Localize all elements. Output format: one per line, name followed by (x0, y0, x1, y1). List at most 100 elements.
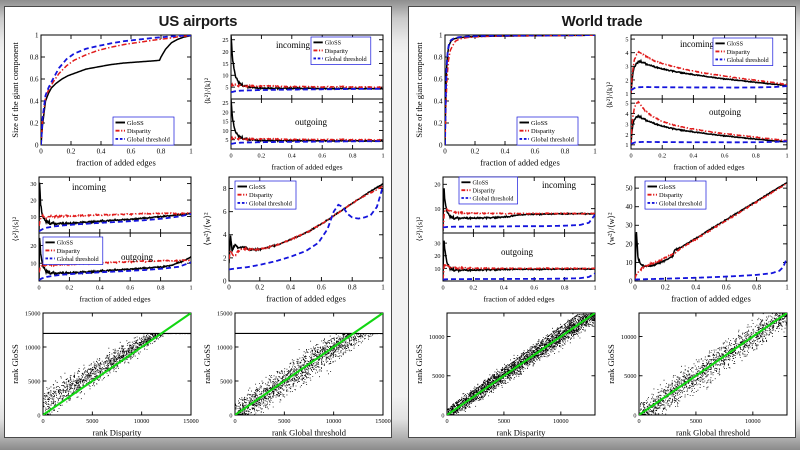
svg-text:10000: 10000 (429, 334, 444, 341)
svg-text:20: 20 (434, 182, 440, 189)
svg-text:40: 40 (626, 203, 634, 211)
svg-text:Disparity: Disparity (659, 192, 684, 199)
svg-text:1: 1 (785, 284, 789, 292)
chart-us-giant-component: 0 0.2 0.4 0.6 0.8 1 0 0.2 0.4 0.6 0.8 1 fraction of … (9, 29, 197, 167)
panel-title-us: US airports (158, 13, 238, 30)
svg-text:0.8: 0.8 (348, 284, 357, 292)
svg-text:rank Disparity: rank Disparity (93, 428, 143, 438)
svg-text:0: 0 (629, 277, 633, 285)
svg-text:10000: 10000 (621, 334, 636, 341)
svg-text:0.6: 0.6 (530, 285, 538, 292)
svg-text:4: 4 (223, 231, 227, 239)
panel-title-wt: World trade (561, 13, 643, 30)
svg-text:5: 5 (225, 137, 228, 144)
svg-text:15000: 15000 (25, 310, 40, 317)
svg-text:0.2: 0.2 (255, 284, 264, 292)
svg-text:0: 0 (41, 418, 44, 425)
svg-text:0.8: 0.8 (30, 53, 39, 61)
svg-text:outgoing: outgoing (295, 117, 328, 127)
svg-text:10: 10 (30, 261, 36, 268)
svg-text:20: 20 (30, 197, 36, 204)
svg-text:20: 20 (30, 243, 36, 250)
svg-text:1: 1 (593, 148, 597, 156)
svg-text:10: 10 (434, 206, 440, 213)
svg-text:fraction of added edges: fraction of added edges (76, 158, 156, 168)
svg-text:GloSS: GloSS (127, 120, 144, 127)
svg-text:GloSS: GloSS (727, 41, 744, 48)
svg-text:30: 30 (434, 241, 440, 248)
svg-text:rank GloSS: rank GloSS (414, 344, 424, 384)
svg-text:fraction of added edges: fraction of added edges (673, 163, 744, 172)
svg-text:4: 4 (625, 50, 628, 57)
svg-text:⟨w²⟩/⟨w⟩²: ⟨w²⟩/⟨w⟩² (606, 212, 616, 245)
svg-text:Disparity: Disparity (727, 49, 751, 56)
svg-text:0.8: 0.8 (561, 285, 569, 292)
svg-text:GloSS: GloSS (57, 240, 74, 247)
svg-text:Disparity: Disparity (472, 188, 496, 194)
svg-text:1: 1 (381, 153, 384, 160)
svg-text:5: 5 (625, 36, 628, 43)
svg-text:Size of the giant component: Size of the giant component (10, 42, 20, 138)
svg-text:fraction of added edges: fraction of added edges (266, 294, 346, 304)
svg-text:0.6: 0.6 (126, 285, 134, 292)
svg-text:0.6: 0.6 (722, 284, 731, 292)
svg-text:rank Global threshold: rank Global threshold (272, 428, 347, 438)
svg-text:rank GloSS: rank GloSS (606, 344, 616, 384)
svg-text:Size of the giant component: Size of the giant component (414, 42, 424, 138)
svg-text:0.4: 0.4 (96, 285, 104, 292)
svg-text:0.8: 0.8 (752, 284, 761, 292)
svg-text:6: 6 (223, 208, 227, 216)
svg-text:15000: 15000 (183, 418, 198, 425)
svg-text:0: 0 (633, 412, 636, 419)
svg-text:0.4: 0.4 (288, 153, 296, 160)
svg-text:Disparity: Disparity (249, 192, 274, 199)
svg-text:outgoing: outgoing (501, 247, 534, 257)
chart-wt-scatter-global: 0 5000 10000 0 5000 10000 rank Global threshol… (605, 307, 793, 438)
svg-text:rank GloSS: rank GloSS (10, 344, 20, 384)
svg-text:0: 0 (229, 412, 232, 419)
svg-text:0.4: 0.4 (690, 153, 698, 160)
svg-text:2: 2 (223, 254, 227, 262)
svg-text:25: 25 (222, 37, 228, 44)
svg-text:10000: 10000 (745, 418, 760, 425)
svg-text:Disparity: Disparity (127, 128, 152, 135)
svg-text:Global threshold: Global threshold (127, 136, 171, 143)
svg-text:Global threshold: Global threshold (531, 136, 575, 143)
svg-text:Global threshold: Global threshold (325, 56, 368, 63)
chart-wt-giant-component: 0 0.2 0.4 0.6 0.8 1 0 0.2 0.4 0.6 0.8 1 fraction of … (413, 29, 601, 167)
svg-text:incoming: incoming (72, 182, 106, 192)
svg-text:0: 0 (633, 284, 637, 292)
svg-text:incoming: incoming (542, 180, 576, 190)
svg-text:0.2: 0.2 (471, 148, 480, 156)
svg-text:rank Global threshold: rank Global threshold (676, 428, 751, 438)
svg-text:20: 20 (434, 253, 440, 260)
svg-text:20: 20 (222, 109, 228, 116)
svg-text:0.6: 0.6 (531, 148, 540, 156)
svg-text:0.6: 0.6 (30, 75, 39, 83)
svg-text:0.4: 0.4 (691, 284, 700, 292)
svg-text:10: 10 (434, 266, 440, 273)
svg-text:3: 3 (625, 64, 628, 71)
svg-text:0.2: 0.2 (258, 153, 266, 160)
svg-text:Global threshold: Global threshold (249, 200, 293, 207)
svg-text:Global threshold: Global threshold (472, 196, 513, 202)
panel-world-trade: World trade 0 0.2 0.4 0.6 0.8 1 0 0.2 0.4 0.6 0.8 1… (408, 6, 796, 438)
svg-text:0.8: 0.8 (157, 148, 166, 156)
svg-text:0: 0 (39, 148, 43, 156)
svg-text:0.2: 0.2 (470, 285, 478, 292)
svg-text:5000: 5000 (28, 378, 40, 385)
svg-text:GloSS: GloSS (531, 120, 548, 127)
svg-text:0.2: 0.2 (434, 119, 443, 127)
svg-text:10000: 10000 (217, 344, 232, 351)
svg-text:50: 50 (626, 185, 634, 193)
svg-text:1: 1 (625, 91, 628, 98)
svg-text:1: 1 (593, 285, 596, 292)
svg-text:fraction of added edges: fraction of added edges (671, 294, 751, 304)
svg-text:0: 0 (629, 153, 632, 160)
svg-text:15000: 15000 (375, 418, 390, 425)
svg-text:0: 0 (439, 141, 443, 149)
svg-text:1: 1 (785, 153, 788, 160)
svg-text:1: 1 (35, 31, 39, 39)
svg-text:20: 20 (222, 49, 228, 56)
